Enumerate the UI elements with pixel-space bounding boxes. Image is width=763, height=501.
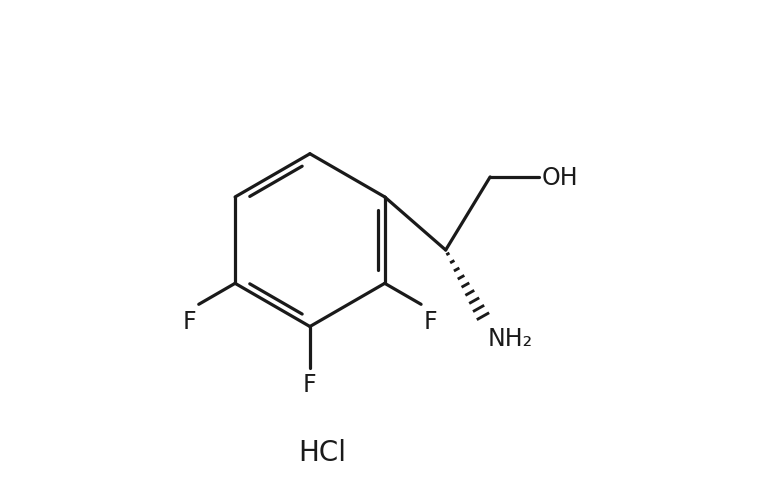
Text: F: F (303, 373, 317, 397)
Text: HCl: HCl (298, 438, 346, 466)
Text: NH₂: NH₂ (488, 326, 533, 350)
Text: OH: OH (542, 166, 578, 189)
Text: F: F (423, 310, 437, 334)
Text: F: F (182, 310, 196, 334)
